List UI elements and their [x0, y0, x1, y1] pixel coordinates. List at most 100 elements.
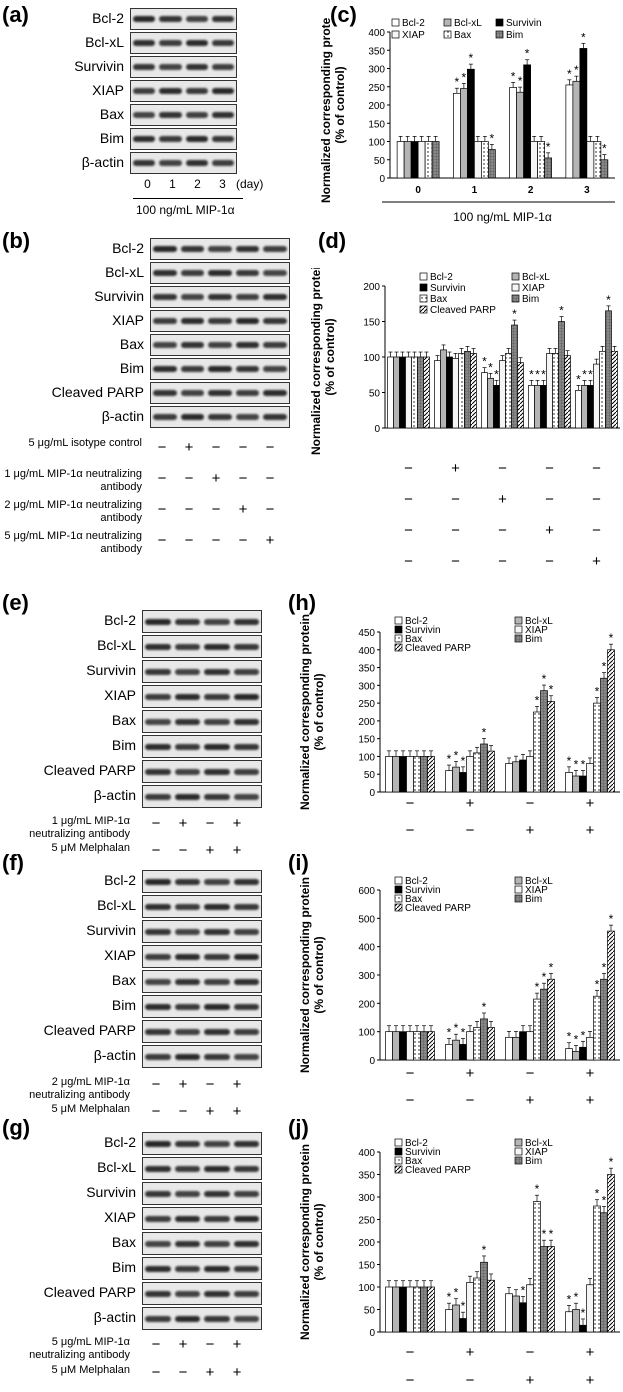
- chart-j: Normalized corresponding protein(% of co…: [298, 1138, 620, 1388]
- blot-strip-survivin: [142, 920, 262, 943]
- blot-band: [180, 246, 205, 252]
- blot-band: [208, 318, 232, 324]
- bar: [537, 141, 545, 179]
- significance-marker: *: [581, 1028, 586, 1042]
- legend-swatch: [443, 30, 452, 39]
- blot-band: [211, 16, 234, 22]
- significance-marker: *: [462, 70, 467, 84]
- significance-marker: *: [567, 1030, 572, 1044]
- blot-band: [153, 390, 177, 396]
- blot-label-bcl-xl: Bcl-xL: [97, 637, 136, 653]
- blot-band: [233, 928, 259, 935]
- bar: [493, 385, 500, 429]
- legend-swatch: [514, 885, 523, 894]
- bar: [540, 690, 548, 793]
- blot-band: [208, 414, 232, 420]
- blot-band: [235, 390, 260, 396]
- condition-sign: −: [151, 1076, 161, 1093]
- y-axis-label-line: Normalized corresponding protein: [298, 877, 312, 1073]
- bar: [470, 353, 477, 429]
- bar: [533, 998, 541, 1061]
- x-tick-label: 3: [584, 185, 590, 196]
- significance-marker: *: [482, 725, 487, 739]
- significance-marker: *: [469, 51, 474, 65]
- blot-band: [204, 1315, 230, 1322]
- condition-sign: +: [232, 815, 242, 832]
- bar: [405, 356, 412, 429]
- blot-label-bax: Bax: [99, 106, 124, 122]
- blot-label-bcl-xl: Bcl-xL: [105, 264, 144, 280]
- blot-band: [263, 366, 287, 372]
- legend-label-bcl-2: Bcl-2: [405, 616, 428, 627]
- chart-d: Normalized corresponding protein(% of co…: [309, 268, 620, 570]
- blot-band: [211, 88, 234, 94]
- condition-sign: −: [211, 501, 221, 518]
- panel-letter-a: (a): [2, 2, 29, 27]
- condition-sign: +: [178, 815, 188, 832]
- blot-band: [174, 1053, 200, 1060]
- legend-swatch: [511, 283, 520, 292]
- bar: [480, 1018, 488, 1061]
- legend-label-cleaved-parp: Cleaved PARP: [430, 305, 496, 316]
- condition-sign: −: [406, 1372, 415, 1388]
- condition-sign: +: [545, 522, 554, 539]
- bar: [593, 363, 600, 429]
- lane-label: 3: [219, 177, 226, 191]
- blot-band: [180, 390, 205, 396]
- legend-label-bax: Bax: [405, 894, 422, 905]
- blot-band: [145, 743, 171, 750]
- blot-band: [159, 160, 182, 166]
- blot-band: [153, 414, 177, 420]
- condition-sign: +: [526, 822, 535, 839]
- blot-band: [204, 743, 230, 750]
- condition-sign: −: [238, 470, 248, 487]
- blot-band: [204, 1240, 230, 1247]
- blot-label-bax: Bax: [119, 336, 144, 352]
- y-tick-label: 350: [358, 1171, 375, 1182]
- significance-marker: *: [609, 912, 614, 926]
- blot-band: [233, 793, 259, 800]
- blot-band: [263, 294, 287, 300]
- lane-underline: [133, 198, 243, 199]
- blot-band: [174, 1190, 200, 1197]
- panel-letter-i: (i): [288, 850, 309, 875]
- significance-marker: *: [454, 1286, 459, 1300]
- blot-strip-bcl-xl: [142, 1157, 262, 1180]
- condition-sign: −: [184, 501, 194, 518]
- blot-band: [204, 768, 230, 775]
- condition-sign: +: [592, 553, 601, 570]
- bar: [605, 310, 612, 429]
- significance-marker: *: [535, 1182, 540, 1196]
- bar: [499, 360, 506, 429]
- blot-band: [235, 342, 260, 348]
- bar: [431, 141, 440, 179]
- blot-band: [263, 342, 287, 348]
- condition-sign: +: [232, 1336, 242, 1353]
- bar: [473, 1277, 481, 1333]
- condition-sign: −: [238, 439, 248, 456]
- significance-marker: *: [549, 960, 554, 974]
- blot-label-bim: Bim: [99, 130, 124, 146]
- condition-sign: −: [545, 491, 554, 508]
- bar: [517, 362, 524, 429]
- blot-band: [174, 693, 200, 700]
- legend-swatch: [514, 1138, 523, 1147]
- bar: [530, 141, 538, 179]
- blot-band: [159, 40, 182, 46]
- condition-sign: +: [586, 1372, 595, 1388]
- y-tick-label: 0: [374, 424, 380, 435]
- panel-letter-g: (g): [2, 1115, 31, 1140]
- significance-marker: *: [549, 683, 554, 697]
- significance-marker: *: [482, 355, 487, 369]
- blot-band: [204, 1265, 230, 1272]
- bar: [452, 358, 459, 429]
- blot-strip-actin: [142, 1045, 262, 1068]
- lane-label: 2: [194, 177, 201, 191]
- bar: [611, 350, 618, 429]
- condition-sign: −: [526, 1065, 535, 1082]
- blot-label-bim: Bim: [111, 997, 136, 1013]
- blot-band: [204, 718, 230, 725]
- significance-marker: *: [518, 74, 523, 88]
- condition-sign: +: [238, 501, 248, 518]
- blot-band: [174, 793, 200, 800]
